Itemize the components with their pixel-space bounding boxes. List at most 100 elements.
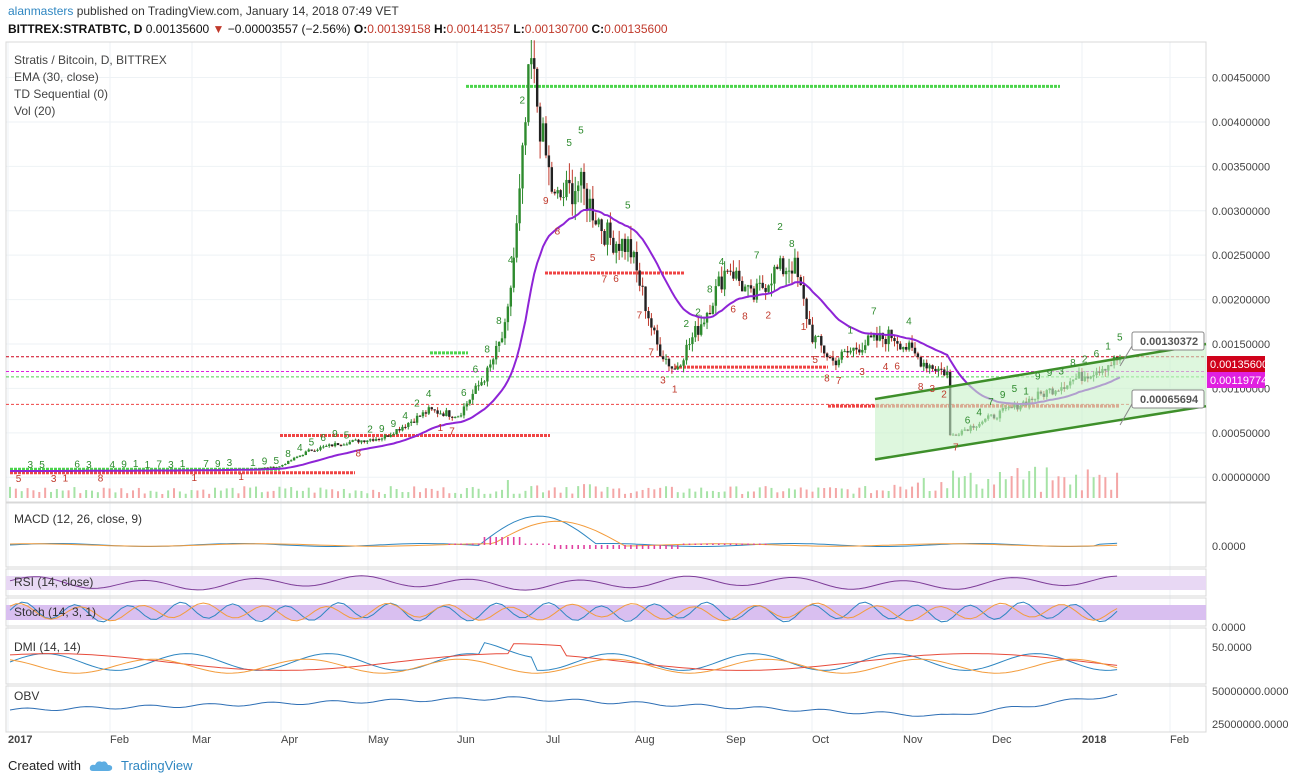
candle-body: [430, 407, 433, 410]
candle-body: [940, 368, 943, 370]
volume-bar: [793, 489, 796, 498]
td-count: 7: [203, 459, 209, 470]
td-count: 2: [414, 398, 420, 409]
candle-body: [653, 327, 656, 331]
td-count: 1: [1023, 387, 1029, 398]
volume-bar: [916, 482, 919, 498]
td-count: 9: [215, 459, 221, 470]
price-tick-label: 0.00250000: [1212, 250, 1270, 262]
author-link[interactable]: alanmasters: [8, 4, 74, 18]
volume-bar: [471, 487, 474, 498]
dmi-pane[interactable]: [5, 627, 1207, 685]
td-count: 1: [438, 423, 444, 434]
candle-body: [711, 305, 715, 314]
volume-bar: [829, 487, 832, 498]
candle-body: [629, 239, 633, 258]
candle-body: [538, 106, 542, 142]
td-count: 4: [508, 255, 514, 266]
candle-body: [404, 426, 407, 428]
td-count: 2: [1082, 354, 1088, 365]
candle-body: [424, 412, 428, 414]
channel-upper: [874, 342, 1207, 401]
candle-body: [357, 439, 360, 443]
volume-bar: [577, 486, 580, 498]
volume-bar: [706, 491, 709, 498]
volume-bar: [91, 490, 94, 498]
volume-bar: [852, 493, 855, 498]
rsi-label: RSI (14, close): [14, 575, 93, 589]
td-count: 8: [555, 227, 561, 238]
macd-hist-bar: [495, 537, 497, 545]
volume-bar: [401, 492, 404, 498]
candle-body: [503, 322, 507, 339]
td-count: 9: [379, 424, 385, 435]
td-count: 1: [848, 326, 854, 337]
candle-body: [310, 449, 313, 451]
volume-bar: [202, 489, 205, 498]
symbol-label: BITTREX:STRATBTC, D: [8, 22, 143, 36]
candle-body: [609, 222, 612, 238]
price-pane[interactable]: [5, 41, 1207, 503]
candle-body: [884, 339, 887, 345]
volume-bar: [208, 493, 211, 498]
candle-body: [468, 399, 472, 404]
candle-body: [612, 237, 615, 253]
candle-body: [617, 243, 621, 251]
td-count: 6: [74, 459, 80, 470]
macd-hist-bar: [671, 545, 673, 549]
td-count: 1: [1105, 342, 1111, 353]
candle-body: [837, 359, 841, 366]
badge-lower-channel: 0.00065694: [1119, 389, 1205, 426]
candle-body: [374, 439, 378, 441]
candle-body: [661, 356, 665, 360]
candle-body: [436, 410, 439, 414]
candle-body: [260, 467, 264, 469]
macd-pane[interactable]: [5, 502, 1207, 568]
volume-bar: [1104, 477, 1107, 498]
td-count: 4: [906, 316, 912, 327]
candle-body: [316, 449, 319, 451]
candle-body: [861, 349, 864, 353]
volume-bar: [9, 486, 11, 498]
candle-body: [492, 359, 495, 365]
macd-hist-bar: [483, 537, 486, 545]
volume-bar: [723, 491, 726, 498]
volume-bar: [993, 484, 996, 498]
td-count: 1: [145, 460, 151, 471]
candle-body: [600, 219, 603, 232]
candle-body: [934, 368, 937, 372]
td-count: 8: [824, 373, 830, 384]
volume-bar: [565, 487, 568, 498]
macd-hist-bar: [460, 543, 462, 545]
td-count: 8: [1070, 358, 1076, 369]
volume-bar: [588, 484, 591, 498]
candle-body: [389, 435, 392, 437]
tradingview-link[interactable]: TradingView: [120, 758, 193, 773]
volume-bar: [864, 486, 867, 498]
candle-body: [714, 286, 718, 306]
candle-body: [392, 434, 395, 436]
volume-bar: [249, 487, 252, 498]
volume-bar: [1022, 479, 1025, 498]
volume-bar: [635, 491, 638, 498]
td-count: 2: [941, 390, 947, 401]
td-count: 7: [648, 348, 654, 359]
candle-body: [875, 333, 879, 341]
obv-pane[interactable]: [5, 685, 1207, 733]
volume-bar: [629, 492, 632, 498]
candle-body: [383, 435, 387, 439]
macd-hist-bar: [700, 543, 702, 545]
candle-body: [477, 385, 480, 387]
volume-bar: [846, 489, 849, 498]
td-count: 5: [812, 355, 818, 366]
volume-bar: [389, 486, 392, 498]
volume-bar: [963, 476, 966, 498]
volume-bar: [184, 493, 187, 498]
td-count: 7: [754, 250, 760, 261]
td-count: 5: [39, 460, 45, 471]
volume-bar: [1004, 479, 1007, 498]
candle-body: [565, 179, 568, 198]
td-count: 3: [1058, 366, 1064, 377]
candle-body: [304, 451, 308, 456]
